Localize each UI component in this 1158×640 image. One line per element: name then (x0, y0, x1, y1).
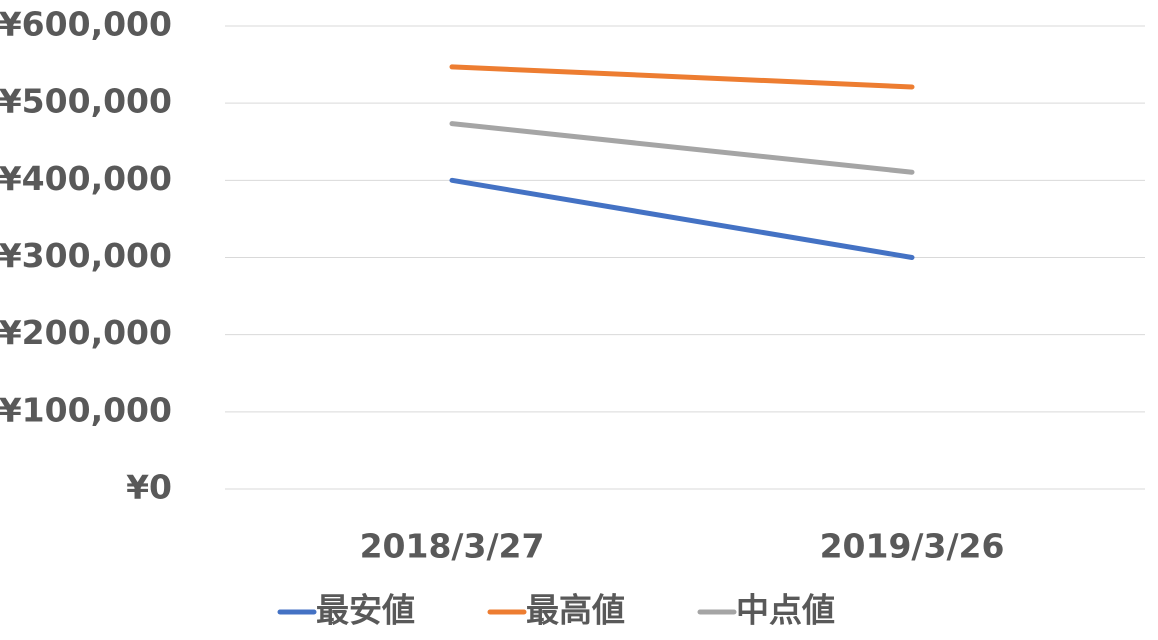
line-series (449, 64, 915, 90)
y-tick-label: ¥100,000 (0, 390, 172, 429)
legend-label: 中点値 (736, 591, 835, 630)
y-tick-label: ¥300,000 (0, 236, 172, 275)
y-tick-label: ¥200,000 (0, 313, 172, 352)
y-tick-label: ¥600,000 (0, 5, 172, 44)
x-tick-label: 2018/3/27 (360, 527, 545, 566)
line-series (449, 177, 915, 260)
y-tick-label: ¥0 (126, 468, 172, 507)
y-tick-label: ¥500,000 (0, 82, 172, 121)
x-tick-label: 2019/3/26 (820, 527, 1005, 566)
y-tick-label: ¥400,000 (0, 159, 172, 198)
legend-label: 最高値 (526, 591, 625, 630)
legend-label: 最安値 (316, 591, 415, 630)
line-series (449, 121, 915, 175)
